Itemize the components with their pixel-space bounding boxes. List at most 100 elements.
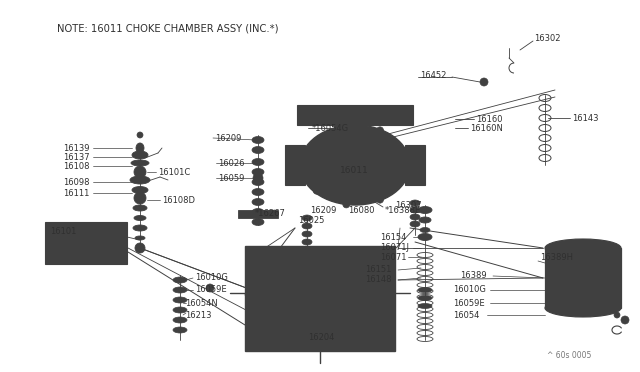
Text: 16080: 16080 bbox=[348, 205, 374, 215]
Ellipse shape bbox=[130, 176, 150, 184]
Text: ^ 60s 0005: ^ 60s 0005 bbox=[547, 350, 591, 359]
Ellipse shape bbox=[173, 287, 187, 293]
Text: 16111: 16111 bbox=[63, 189, 90, 198]
Circle shape bbox=[353, 124, 361, 132]
Ellipse shape bbox=[252, 169, 264, 176]
Circle shape bbox=[399, 175, 406, 182]
Ellipse shape bbox=[133, 205, 147, 211]
Circle shape bbox=[370, 328, 380, 338]
Ellipse shape bbox=[410, 221, 420, 227]
Circle shape bbox=[342, 108, 348, 112]
Ellipse shape bbox=[252, 179, 264, 186]
Ellipse shape bbox=[418, 206, 432, 214]
Text: 16011: 16011 bbox=[340, 166, 369, 174]
Text: 16307: 16307 bbox=[395, 201, 422, 209]
Circle shape bbox=[323, 108, 328, 112]
Circle shape bbox=[565, 260, 601, 296]
Circle shape bbox=[137, 132, 143, 138]
Ellipse shape bbox=[418, 295, 432, 301]
Ellipse shape bbox=[252, 158, 264, 166]
Text: 16101: 16101 bbox=[50, 227, 76, 235]
Ellipse shape bbox=[173, 307, 187, 313]
Circle shape bbox=[134, 192, 146, 204]
Text: 16108D: 16108D bbox=[162, 196, 195, 205]
Bar bbox=[245, 246, 395, 351]
Circle shape bbox=[313, 187, 320, 194]
Circle shape bbox=[376, 196, 383, 203]
Circle shape bbox=[305, 148, 312, 155]
Circle shape bbox=[134, 166, 146, 178]
Circle shape bbox=[260, 253, 270, 263]
Ellipse shape bbox=[252, 199, 264, 205]
Ellipse shape bbox=[302, 223, 312, 229]
Ellipse shape bbox=[410, 214, 420, 220]
Ellipse shape bbox=[300, 125, 410, 205]
Bar bbox=[405, 145, 425, 185]
Circle shape bbox=[135, 243, 145, 253]
Ellipse shape bbox=[302, 215, 312, 221]
Text: 16026: 16026 bbox=[218, 158, 244, 167]
Ellipse shape bbox=[302, 255, 312, 261]
Ellipse shape bbox=[173, 327, 187, 333]
Ellipse shape bbox=[131, 160, 149, 166]
Text: 16010G: 16010G bbox=[195, 273, 228, 282]
Text: 16059E: 16059E bbox=[453, 298, 484, 308]
Ellipse shape bbox=[410, 200, 420, 206]
Text: 16071J: 16071J bbox=[380, 244, 409, 253]
Text: 16209: 16209 bbox=[310, 205, 337, 215]
Circle shape bbox=[253, 173, 263, 183]
Ellipse shape bbox=[173, 277, 187, 283]
Text: 16054N: 16054N bbox=[185, 298, 218, 308]
Ellipse shape bbox=[419, 217, 431, 223]
Text: NOTE: 16011 CHOKE CHAMBER ASSY (INC.*): NOTE: 16011 CHOKE CHAMBER ASSY (INC.*) bbox=[57, 23, 278, 33]
Text: 16139: 16139 bbox=[63, 144, 90, 153]
Text: 16143: 16143 bbox=[572, 113, 598, 122]
Ellipse shape bbox=[136, 143, 144, 153]
Text: 16025: 16025 bbox=[298, 215, 324, 224]
Ellipse shape bbox=[302, 247, 312, 253]
Ellipse shape bbox=[252, 208, 264, 215]
Text: 16071: 16071 bbox=[380, 253, 406, 262]
Ellipse shape bbox=[410, 207, 420, 213]
Text: 16151: 16151 bbox=[365, 266, 392, 275]
Circle shape bbox=[343, 201, 350, 208]
Circle shape bbox=[349, 292, 381, 324]
Circle shape bbox=[356, 299, 374, 317]
Ellipse shape bbox=[545, 239, 621, 257]
Ellipse shape bbox=[134, 215, 146, 221]
Ellipse shape bbox=[252, 189, 264, 196]
Text: 16054: 16054 bbox=[453, 311, 479, 320]
Ellipse shape bbox=[133, 225, 147, 231]
Ellipse shape bbox=[274, 254, 306, 282]
Circle shape bbox=[334, 124, 341, 131]
Circle shape bbox=[206, 284, 214, 292]
Text: 16101C: 16101C bbox=[158, 167, 190, 176]
Ellipse shape bbox=[173, 297, 187, 303]
Ellipse shape bbox=[326, 139, 384, 191]
Circle shape bbox=[399, 148, 406, 155]
Ellipse shape bbox=[132, 186, 148, 193]
Ellipse shape bbox=[252, 137, 264, 144]
Ellipse shape bbox=[173, 317, 187, 323]
Text: *16054G: *16054G bbox=[312, 124, 349, 132]
Text: 16010G: 16010G bbox=[453, 285, 486, 295]
Circle shape bbox=[555, 250, 611, 306]
Ellipse shape bbox=[336, 256, 364, 280]
Circle shape bbox=[480, 78, 488, 86]
Ellipse shape bbox=[135, 236, 145, 240]
Text: 16209: 16209 bbox=[215, 134, 241, 142]
Circle shape bbox=[362, 108, 367, 112]
Ellipse shape bbox=[302, 231, 312, 237]
Text: 16160: 16160 bbox=[476, 115, 502, 124]
Bar bbox=[285, 145, 305, 185]
Ellipse shape bbox=[302, 239, 312, 245]
Text: 16389: 16389 bbox=[460, 272, 486, 280]
Text: 16213: 16213 bbox=[185, 311, 211, 320]
Text: 16389H: 16389H bbox=[540, 253, 573, 263]
Circle shape bbox=[575, 270, 591, 286]
Text: 16452: 16452 bbox=[420, 71, 446, 80]
Bar bbox=[45, 222, 127, 264]
Text: 16108: 16108 bbox=[63, 161, 90, 170]
Ellipse shape bbox=[418, 234, 432, 241]
Circle shape bbox=[614, 312, 620, 318]
